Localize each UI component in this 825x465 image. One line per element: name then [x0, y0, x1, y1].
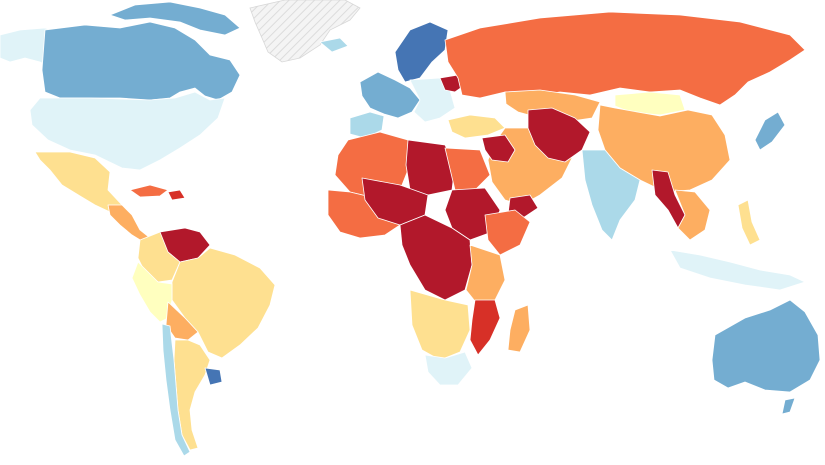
region-new-zealand	[781, 397, 796, 415]
region-iberia	[349, 111, 385, 139]
region-ethiopia	[484, 209, 531, 256]
region-mongolia	[614, 91, 686, 116]
region-japan	[754, 111, 786, 151]
region-chile	[161, 323, 191, 457]
region-turkey	[447, 114, 506, 139]
region-haiti	[167, 189, 186, 201]
region-egypt	[444, 147, 491, 191]
region-brazil	[171, 247, 276, 359]
region-greenland	[249, 0, 361, 63]
region-scandinavia	[394, 21, 449, 83]
region-peru	[131, 261, 173, 323]
region-madagascar	[507, 304, 531, 353]
region-canada	[41, 21, 241, 101]
region-australia	[711, 299, 821, 393]
region-indonesia	[669, 249, 806, 291]
region-colombia	[137, 231, 181, 283]
region-india	[581, 149, 641, 241]
region-western-europe	[359, 71, 421, 119]
region-afghanistan	[527, 107, 591, 163]
region-central-africa	[399, 214, 473, 301]
region-united-states	[29, 91, 226, 171]
region-syria-iraq	[481, 134, 516, 163]
region-mozambique	[469, 299, 501, 356]
region-uruguay	[204, 367, 223, 386]
region-canada-arctic-islands	[109, 1, 241, 36]
region-south-africa	[424, 351, 473, 386]
region-russia	[444, 11, 806, 106]
region-southeast-asia	[674, 189, 711, 241]
region-central-america	[107, 204, 151, 244]
region-southern-africa	[409, 289, 471, 361]
region-philippines	[737, 199, 761, 246]
region-cuba	[129, 184, 169, 198]
region-iceland	[319, 37, 349, 53]
